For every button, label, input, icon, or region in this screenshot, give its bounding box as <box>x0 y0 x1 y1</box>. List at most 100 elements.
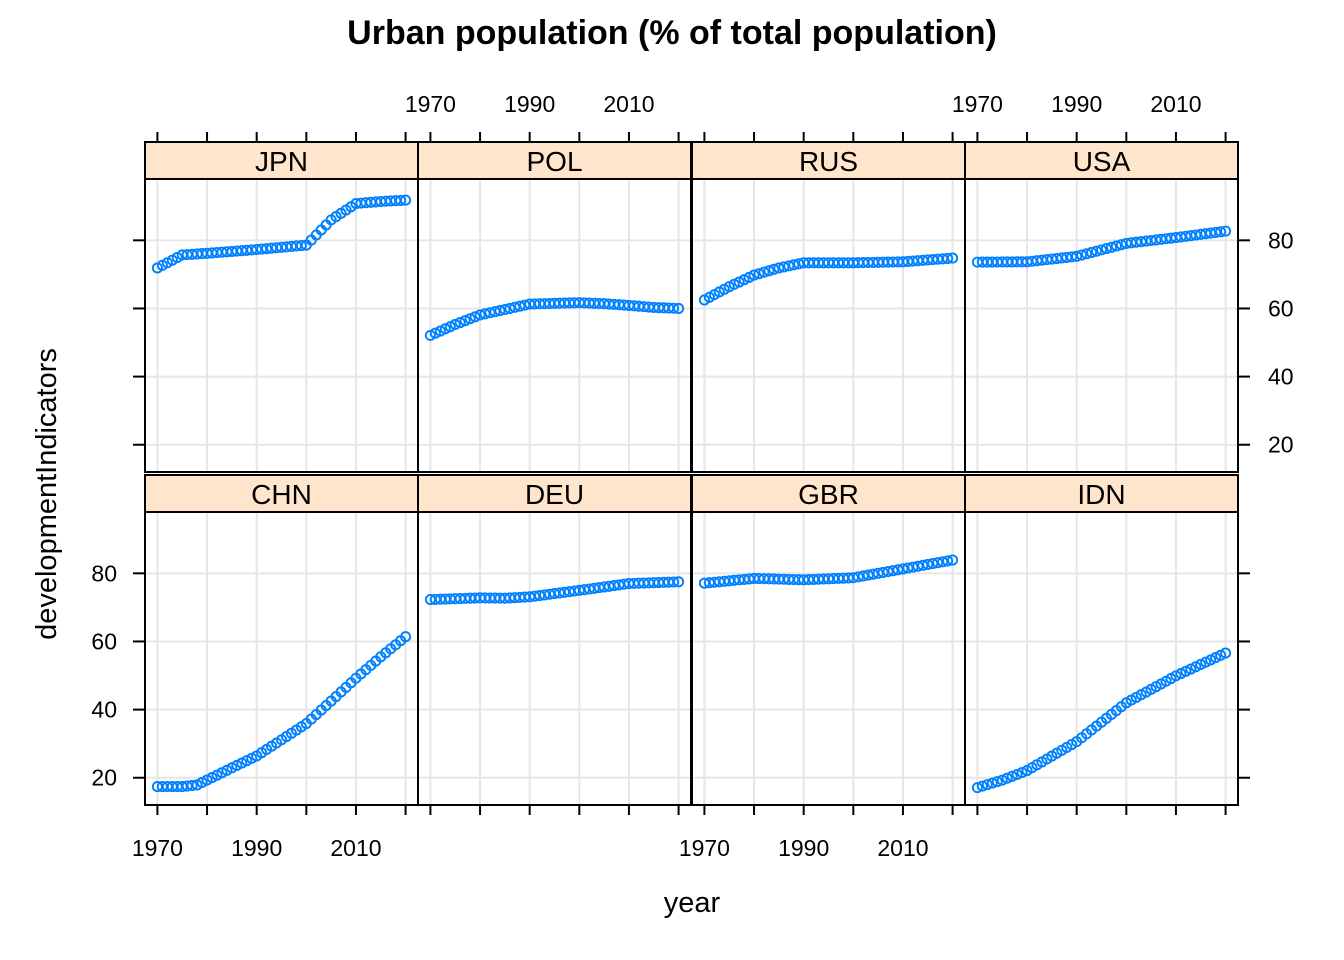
strip-gbr <box>691 474 966 513</box>
data-point <box>892 564 904 576</box>
y-tick-label-right: 60 <box>1268 295 1294 321</box>
data-point <box>469 311 481 323</box>
x-axis-title: year <box>664 887 721 919</box>
data-point <box>449 318 461 331</box>
data-point <box>1220 647 1232 659</box>
data-point <box>981 779 993 791</box>
panel-jpn: JPN <box>144 141 419 473</box>
x-axis: 1970 1990 2010 1970 1990 2010 1970 1990 2010 1970… <box>132 91 1227 861</box>
data-point <box>991 776 1003 788</box>
data-point <box>976 780 988 792</box>
data-point <box>668 302 680 314</box>
data-point <box>942 555 954 567</box>
data-point <box>912 560 924 572</box>
strip-label: RUS <box>799 146 858 177</box>
data-point <box>942 252 954 264</box>
data-point <box>887 565 899 577</box>
data-point <box>514 300 526 312</box>
data-point <box>1105 241 1117 253</box>
data-point <box>758 266 770 278</box>
data-point <box>907 561 919 573</box>
data-point <box>1001 772 1013 784</box>
chart-title: Urban population (% of total population) <box>347 14 997 52</box>
strip-label: JPN <box>255 146 308 177</box>
panel-rus: RUS <box>691 141 966 473</box>
data-point <box>673 576 685 588</box>
strip-rus <box>691 141 966 180</box>
panel-border <box>691 178 966 473</box>
data-point <box>882 566 894 578</box>
data-point <box>1086 246 1098 258</box>
data-point <box>494 305 506 317</box>
data-point <box>862 569 874 581</box>
data-point <box>937 556 949 568</box>
data-point <box>668 576 680 588</box>
data-point <box>986 777 998 789</box>
y-tick-label: 40 <box>91 697 117 723</box>
strip-label: IDN <box>1077 479 1125 510</box>
data-point <box>1115 239 1127 251</box>
data-point <box>1066 251 1078 263</box>
data-point <box>1016 766 1028 779</box>
data-point <box>1006 770 1018 782</box>
x-tick-label: 1990 <box>778 835 829 861</box>
strip-label: GBR <box>798 479 859 510</box>
panel-pol: POL <box>417 141 692 473</box>
panel-border <box>964 511 1239 806</box>
y-tick-label: 20 <box>91 765 117 791</box>
x-tick-label: 2010 <box>330 835 381 861</box>
data-point <box>947 554 959 566</box>
x-tick-label-top: 1970 <box>405 91 456 117</box>
panel-border <box>691 511 966 806</box>
y-tick-label-right: 20 <box>1268 432 1294 458</box>
data-point <box>932 557 944 569</box>
data-point <box>917 559 929 571</box>
data-point <box>763 265 775 277</box>
x-tick-label: 1970 <box>679 835 730 861</box>
data-point <box>1081 248 1093 260</box>
x-tick-label: 1990 <box>231 835 282 861</box>
panel-deu: DEU <box>417 474 692 806</box>
data-point <box>1220 225 1232 237</box>
panel-border <box>964 178 1239 473</box>
data-point <box>847 572 859 584</box>
data-point <box>852 571 864 583</box>
data-point <box>773 262 785 274</box>
data-point <box>1100 243 1113 255</box>
panel-border <box>144 178 419 473</box>
data-point <box>768 263 780 275</box>
y-axis-title: developmentIndicators <box>31 348 63 640</box>
data-point <box>902 562 914 574</box>
panel-chn: CHN <box>144 474 419 806</box>
data-point <box>395 194 407 206</box>
data-point <box>872 567 884 579</box>
x-tick-label-top: 1990 <box>1051 91 1102 117</box>
data-point <box>295 239 307 252</box>
x-tick-label: 1970 <box>132 835 183 861</box>
data-point <box>1215 226 1227 238</box>
data-point <box>504 302 516 314</box>
x-tick-label-top: 2010 <box>1150 91 1201 117</box>
data-point <box>1090 245 1103 257</box>
data-point <box>1011 768 1023 780</box>
y-tick-label-right: 40 <box>1268 364 1294 390</box>
strip-idn <box>964 474 1239 513</box>
data-point <box>1076 249 1088 261</box>
x-tick-label-top: 2010 <box>603 91 654 117</box>
data-point <box>857 570 869 582</box>
data-point <box>484 307 496 319</box>
data-point <box>996 774 1008 786</box>
data-point <box>479 308 491 320</box>
data-point <box>1071 250 1083 262</box>
panel-idn: IDN <box>964 474 1239 806</box>
data-point <box>509 301 521 313</box>
strip-label: CHN <box>251 479 312 510</box>
strip-jpn <box>144 141 419 180</box>
data-point <box>748 269 760 281</box>
data-point <box>464 313 476 325</box>
data-point <box>400 194 412 206</box>
strip-label: DEU <box>525 479 584 510</box>
data-point <box>454 317 466 329</box>
data-point <box>947 252 959 264</box>
